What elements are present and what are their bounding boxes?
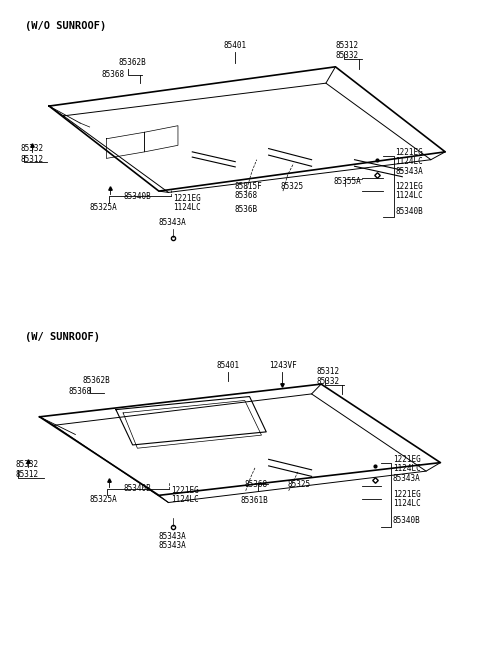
Text: 1221EG: 1221EG bbox=[395, 182, 423, 191]
Text: 85343A: 85343A bbox=[159, 532, 187, 541]
Text: 85332: 85332 bbox=[336, 51, 359, 60]
Text: 85312: 85312 bbox=[336, 41, 359, 50]
Text: 85368: 85368 bbox=[68, 387, 91, 396]
Text: 1124LC: 1124LC bbox=[393, 499, 420, 508]
Text: 85332: 85332 bbox=[21, 144, 44, 153]
Text: 85368: 85368 bbox=[234, 191, 257, 200]
Text: 85312: 85312 bbox=[316, 367, 339, 376]
Text: 1243VF: 1243VF bbox=[269, 361, 296, 370]
Text: 85815F: 85815F bbox=[234, 182, 262, 191]
Text: 85343A: 85343A bbox=[395, 167, 423, 176]
Text: 1221EG: 1221EG bbox=[393, 455, 420, 464]
Text: 8536B: 8536B bbox=[234, 205, 257, 214]
Text: (W/ SUNROOF): (W/ SUNROOF) bbox=[25, 332, 100, 342]
Text: 85312: 85312 bbox=[21, 154, 44, 164]
Text: 85332: 85332 bbox=[316, 377, 339, 386]
Text: 85340B: 85340B bbox=[393, 516, 420, 525]
Text: 85312: 85312 bbox=[16, 470, 39, 479]
Text: 1221EG: 1221EG bbox=[173, 194, 201, 203]
Text: 85401: 85401 bbox=[223, 41, 246, 50]
Text: 85368: 85368 bbox=[102, 70, 125, 79]
Text: 1124LC: 1124LC bbox=[395, 191, 423, 200]
Text: 85340B: 85340B bbox=[395, 207, 423, 216]
Text: (W/O SUNROOF): (W/O SUNROOF) bbox=[25, 21, 107, 31]
Text: 85362B: 85362B bbox=[83, 376, 110, 385]
Text: 85325: 85325 bbox=[281, 182, 304, 191]
Text: 85355A: 85355A bbox=[333, 177, 361, 186]
Text: 1221EG: 1221EG bbox=[395, 148, 423, 157]
Text: 85368: 85368 bbox=[245, 480, 268, 489]
Text: 1221EG: 1221EG bbox=[393, 489, 420, 499]
Text: 85343A: 85343A bbox=[393, 474, 420, 483]
Text: 85361B: 85361B bbox=[241, 496, 269, 505]
Text: 85340B: 85340B bbox=[123, 484, 151, 493]
Text: 85325A: 85325A bbox=[90, 203, 118, 212]
Text: 1221EG: 1221EG bbox=[171, 486, 199, 495]
Text: 1124LC: 1124LC bbox=[171, 495, 199, 504]
Text: 85332: 85332 bbox=[16, 459, 39, 468]
Text: 85362B: 85362B bbox=[118, 58, 146, 67]
Text: 85343A: 85343A bbox=[159, 541, 187, 550]
Text: 1124LC: 1124LC bbox=[393, 464, 420, 473]
Text: 1124LC: 1124LC bbox=[395, 157, 423, 166]
Text: 85325A: 85325A bbox=[90, 495, 118, 505]
Text: 85325: 85325 bbox=[288, 480, 311, 489]
Text: 85401: 85401 bbox=[216, 361, 239, 370]
Text: 85340B: 85340B bbox=[123, 192, 151, 201]
Text: 1124LC: 1124LC bbox=[173, 203, 201, 212]
Text: 85343A: 85343A bbox=[159, 218, 187, 227]
